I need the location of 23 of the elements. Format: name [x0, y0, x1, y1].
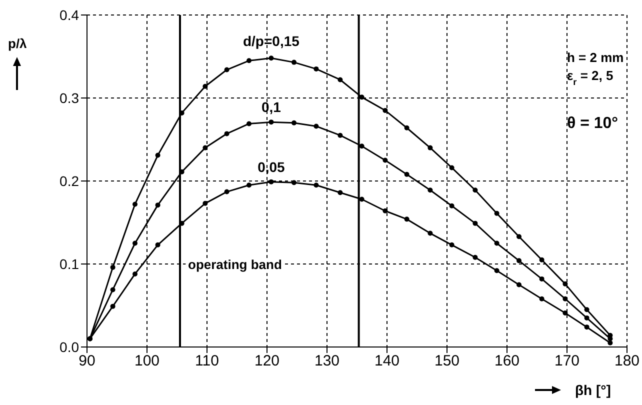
x-tick-label: 180	[614, 352, 640, 370]
y-tick-label: 0.4	[60, 6, 80, 23]
series-label: 0,05	[258, 158, 286, 175]
y-tick-label: 0.1	[60, 256, 80, 272]
y-axis-title: p/λ	[8, 36, 28, 51]
x-tick-label: 90	[78, 352, 96, 370]
x-tick-label: 100	[134, 352, 160, 370]
x-tick-label: 140	[374, 352, 400, 370]
y-tick-label: 0.0	[60, 338, 80, 355]
annotation: ε$_{r}$ = 2, 5	[567, 68, 614, 87]
series-label: 0,1	[261, 99, 282, 116]
x-tick-label: 120	[254, 352, 280, 370]
annotation: θ = 10°	[567, 115, 618, 132]
annotation: h = 2 mm	[567, 50, 624, 65]
x-tick-label: 150	[434, 352, 460, 370]
y-tick-label: 0.2	[60, 172, 80, 189]
y-tick-label: 0.3	[60, 90, 80, 106]
x-tick-label: 170	[554, 352, 580, 370]
x-tick-label: 130	[314, 352, 340, 370]
series-label: d/p=0,15	[242, 33, 300, 50]
x-tick-label: 110	[195, 352, 219, 370]
x-axis-title: βh [°]	[575, 382, 611, 398]
x-tick-label: 160	[494, 352, 520, 370]
